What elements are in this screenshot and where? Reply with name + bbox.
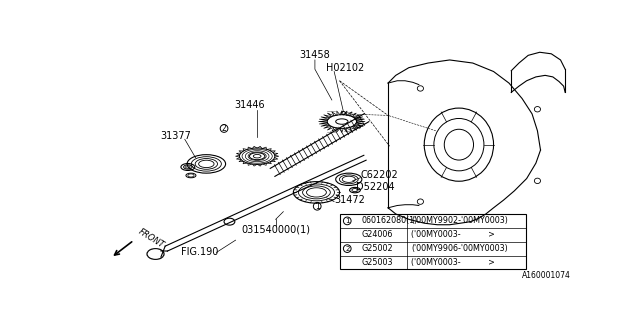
Text: 31446: 31446 xyxy=(234,100,265,110)
Text: 2: 2 xyxy=(221,124,227,133)
Text: 1: 1 xyxy=(315,202,319,211)
Ellipse shape xyxy=(147,249,164,260)
Text: ('00MY0003-           >: ('00MY0003- > xyxy=(411,258,495,267)
Text: ('00MY0003-           >: ('00MY0003- > xyxy=(411,230,495,239)
Text: H02102: H02102 xyxy=(326,63,365,73)
Text: FRONT: FRONT xyxy=(137,227,166,250)
Text: G25002: G25002 xyxy=(361,244,393,253)
Text: G25003: G25003 xyxy=(361,258,393,267)
Text: ('00MY9902-'00MY0003): ('00MY9902-'00MY0003) xyxy=(411,216,508,225)
Text: 031540000(1): 031540000(1) xyxy=(241,224,310,234)
Text: 31377: 31377 xyxy=(160,131,191,141)
Text: A160001074: A160001074 xyxy=(522,271,570,280)
Text: 31472: 31472 xyxy=(334,195,365,205)
Text: 31458: 31458 xyxy=(300,50,330,60)
Text: ('00MY9906-'00MY0003): ('00MY9906-'00MY0003) xyxy=(411,244,508,253)
Text: 1: 1 xyxy=(345,218,349,224)
Text: C62202: C62202 xyxy=(360,171,398,180)
Text: 2: 2 xyxy=(345,246,349,252)
Text: FIG.190: FIG.190 xyxy=(180,247,218,258)
Text: D52204: D52204 xyxy=(356,182,395,192)
Bar xyxy=(340,214,526,269)
Text: G24006: G24006 xyxy=(361,230,392,239)
Text: 060162080(1): 060162080(1) xyxy=(361,216,417,225)
